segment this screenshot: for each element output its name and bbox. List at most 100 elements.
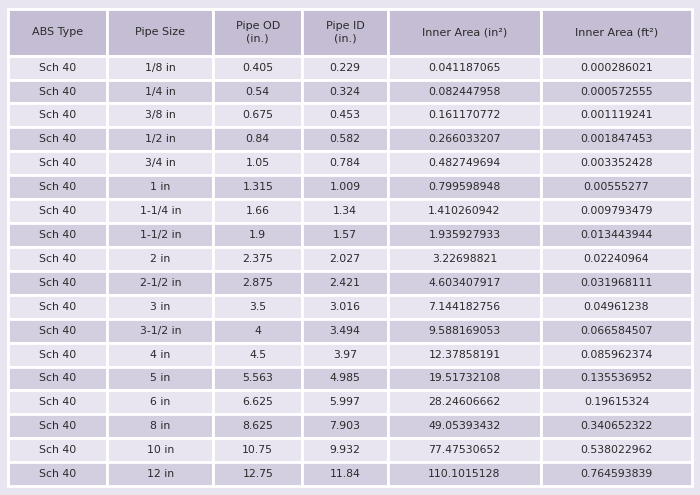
- Text: 1.315: 1.315: [242, 182, 273, 192]
- Bar: [541, 391, 692, 414]
- Text: 0.009793479: 0.009793479: [580, 206, 652, 216]
- Bar: [8, 414, 108, 438]
- Bar: [541, 9, 692, 55]
- Bar: [541, 414, 692, 438]
- Text: 2.027: 2.027: [330, 254, 360, 264]
- Text: 7.144182756: 7.144182756: [428, 302, 500, 312]
- Bar: [541, 127, 692, 151]
- Text: ABS Type: ABS Type: [32, 27, 83, 37]
- Text: 2 in: 2 in: [150, 254, 171, 264]
- Bar: [541, 175, 692, 199]
- Bar: [302, 366, 388, 391]
- Bar: [302, 295, 388, 319]
- Text: 0.003352428: 0.003352428: [580, 158, 652, 168]
- Text: 0.001119241: 0.001119241: [580, 110, 652, 120]
- Bar: [214, 199, 302, 223]
- Text: 5.997: 5.997: [330, 397, 360, 407]
- Bar: [302, 462, 388, 486]
- Text: 0.00555277: 0.00555277: [584, 182, 650, 192]
- Bar: [388, 223, 541, 247]
- Bar: [108, 247, 214, 271]
- Bar: [388, 80, 541, 103]
- Bar: [8, 9, 108, 55]
- Text: 1.34: 1.34: [333, 206, 357, 216]
- Bar: [541, 295, 692, 319]
- Text: 8 in: 8 in: [150, 421, 171, 431]
- Text: 3/4 in: 3/4 in: [145, 158, 176, 168]
- Bar: [8, 223, 108, 247]
- Text: 19.51732108: 19.51732108: [428, 374, 500, 384]
- Bar: [8, 127, 108, 151]
- Bar: [388, 366, 541, 391]
- Bar: [214, 223, 302, 247]
- Bar: [541, 343, 692, 366]
- Bar: [8, 438, 108, 462]
- Text: 0.02240964: 0.02240964: [584, 254, 650, 264]
- Text: 1.009: 1.009: [329, 182, 360, 192]
- Text: 1.05: 1.05: [246, 158, 270, 168]
- Text: 0.340652322: 0.340652322: [580, 421, 652, 431]
- Bar: [302, 247, 388, 271]
- Text: Sch 40: Sch 40: [39, 254, 76, 264]
- Text: 0.784: 0.784: [330, 158, 360, 168]
- Text: 0.764593839: 0.764593839: [580, 469, 652, 479]
- Bar: [302, 55, 388, 80]
- Text: 4.603407917: 4.603407917: [428, 278, 500, 288]
- Text: Sch 40: Sch 40: [39, 302, 76, 312]
- Bar: [541, 319, 692, 343]
- Text: 9.588169053: 9.588169053: [428, 326, 500, 336]
- Text: Sch 40: Sch 40: [39, 445, 76, 455]
- Bar: [302, 9, 388, 55]
- Bar: [214, 462, 302, 486]
- Text: 110.1015128: 110.1015128: [428, 469, 500, 479]
- Bar: [541, 151, 692, 175]
- Bar: [541, 199, 692, 223]
- Bar: [108, 151, 214, 175]
- Bar: [388, 199, 541, 223]
- Text: Sch 40: Sch 40: [39, 230, 76, 240]
- Text: Sch 40: Sch 40: [39, 87, 76, 97]
- Bar: [8, 199, 108, 223]
- Text: 0.266033207: 0.266033207: [428, 134, 500, 145]
- Bar: [214, 391, 302, 414]
- Bar: [302, 199, 388, 223]
- Bar: [214, 343, 302, 366]
- Text: 0.04961238: 0.04961238: [584, 302, 649, 312]
- Bar: [388, 295, 541, 319]
- Text: 10.75: 10.75: [242, 445, 273, 455]
- Bar: [302, 103, 388, 127]
- Text: 1.66: 1.66: [246, 206, 270, 216]
- Text: 12.37858191: 12.37858191: [428, 349, 500, 359]
- Bar: [108, 414, 214, 438]
- Text: 1/4 in: 1/4 in: [145, 87, 176, 97]
- Text: 3-1/2 in: 3-1/2 in: [140, 326, 181, 336]
- Bar: [108, 103, 214, 127]
- Bar: [541, 55, 692, 80]
- Bar: [302, 319, 388, 343]
- Text: 3.22698821: 3.22698821: [432, 254, 497, 264]
- Bar: [214, 175, 302, 199]
- Bar: [108, 55, 214, 80]
- Bar: [214, 271, 302, 295]
- Text: Sch 40: Sch 40: [39, 63, 76, 73]
- Text: 0.405: 0.405: [242, 63, 273, 73]
- Bar: [8, 319, 108, 343]
- Bar: [388, 343, 541, 366]
- Bar: [8, 271, 108, 295]
- Bar: [8, 391, 108, 414]
- Bar: [108, 271, 214, 295]
- Bar: [214, 438, 302, 462]
- Text: 0.54: 0.54: [246, 87, 270, 97]
- Text: 2.375: 2.375: [242, 254, 273, 264]
- Bar: [388, 175, 541, 199]
- Bar: [8, 151, 108, 175]
- Bar: [388, 271, 541, 295]
- Bar: [388, 151, 541, 175]
- Bar: [302, 391, 388, 414]
- Text: 9.932: 9.932: [330, 445, 360, 455]
- Text: Sch 40: Sch 40: [39, 469, 76, 479]
- Text: 7.903: 7.903: [330, 421, 360, 431]
- Text: 0.453: 0.453: [330, 110, 360, 120]
- Text: 0.082447958: 0.082447958: [428, 87, 500, 97]
- Text: 0.482749694: 0.482749694: [428, 158, 500, 168]
